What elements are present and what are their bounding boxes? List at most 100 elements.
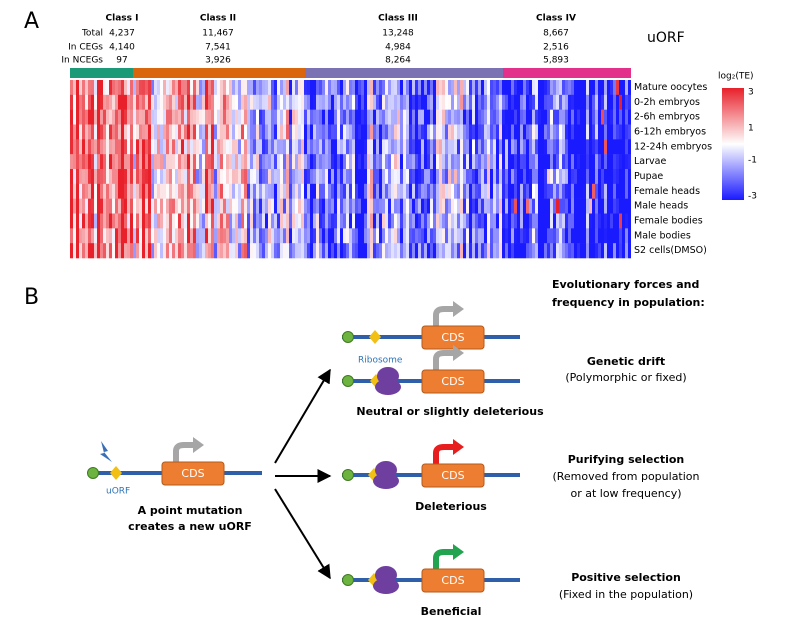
heatmap-cell [166, 228, 169, 244]
heatmap-cell [160, 109, 163, 125]
heatmap-cell [127, 169, 130, 185]
heatmap-cell [379, 94, 382, 110]
heatmap-cell [514, 243, 517, 259]
heatmap-cell [226, 169, 229, 185]
heatmap-cell [442, 243, 445, 259]
heatmap-cell [250, 154, 253, 170]
heatmap-cell [526, 109, 529, 125]
heatmap-cell [502, 228, 505, 244]
heatmap-cell [121, 139, 124, 155]
uorf-mark [110, 466, 122, 480]
heatmap-cell [112, 243, 115, 259]
heatmap-cell [283, 169, 286, 185]
heatmap-cell [370, 80, 373, 96]
heatmap-cell [553, 124, 556, 140]
heatmap-cell [379, 198, 382, 214]
heatmap-cell [409, 94, 412, 110]
row-label: In CEGs [68, 43, 103, 53]
heatmap-cell [325, 213, 328, 229]
heatmap-cell [115, 109, 118, 125]
heatmap-cell [409, 169, 412, 185]
heatmap-cell [214, 154, 217, 170]
heatmap-cell [298, 169, 301, 185]
heatmap-cell [481, 213, 484, 229]
heatmap-cell [499, 228, 502, 244]
heatmap-cell [286, 154, 289, 170]
tx-arrow-head [453, 439, 464, 455]
heatmap-cell [334, 183, 337, 199]
heatmap-cell [430, 243, 433, 259]
heatmap-cell [505, 198, 508, 214]
heatmap-cell [238, 80, 241, 96]
cds-label: CDS [441, 469, 464, 482]
heatmap-cell [571, 124, 574, 140]
heatmap-cell [301, 139, 304, 155]
heatmap-cell [610, 94, 613, 110]
heatmap-cell [517, 228, 520, 244]
heatmap-cell [553, 213, 556, 229]
heatmap-cell [382, 243, 385, 259]
heatmap-cell [472, 183, 475, 199]
heatmap-cell [445, 243, 448, 259]
heatmap-cell [238, 154, 241, 170]
heatmap-cell [580, 213, 583, 229]
heatmap-cell [139, 213, 142, 229]
heatmap-cell [544, 139, 547, 155]
ribosome-label: Ribosome [358, 356, 403, 366]
heatmap-cell [268, 139, 271, 155]
heatmap-cell [601, 183, 604, 199]
heatmap-cell [334, 169, 337, 185]
heatmap-cell [142, 198, 145, 214]
heatmap-cell [358, 94, 361, 110]
heatmap-cell [493, 124, 496, 140]
heatmap-cell [298, 80, 301, 96]
heatmap-cell [310, 94, 313, 110]
class-cegs: 4,140 [109, 43, 135, 53]
heatmap-cell [370, 139, 373, 155]
heatmap-cell [508, 109, 511, 125]
heatmap-cell [484, 198, 487, 214]
heatmap-cell [442, 94, 445, 110]
sample-label: Pupae [634, 171, 663, 182]
heatmap-cell [424, 198, 427, 214]
heatmap-cell [322, 169, 325, 185]
heatmap-cell [97, 154, 100, 170]
heatmap-cell [463, 139, 466, 155]
heatmap-cell [112, 213, 115, 229]
heatmap-cell [238, 139, 241, 155]
heatmap-cell [208, 154, 211, 170]
heatmap-cell [517, 154, 520, 170]
heatmap-cell [520, 154, 523, 170]
heatmap-cell [253, 228, 256, 244]
heatmap-cell [430, 139, 433, 155]
heatmap-cell [556, 228, 559, 244]
heatmap-cell [238, 169, 241, 185]
heatmap-cell [580, 139, 583, 155]
heatmap-cell [538, 139, 541, 155]
heatmap-cell [313, 154, 316, 170]
heatmap-cell [409, 80, 412, 96]
heatmap-cell [220, 183, 223, 199]
heatmap-cell [136, 124, 139, 140]
heatmap-cell [286, 243, 289, 259]
heatmap-cell [403, 80, 406, 96]
heatmap-cell [385, 228, 388, 244]
heatmap-cell [445, 139, 448, 155]
heatmap-cell [451, 154, 454, 170]
heatmap-cell [343, 139, 346, 155]
heatmap-cell [559, 94, 562, 110]
heatmap-cell [91, 183, 94, 199]
heatmap-cell [232, 228, 235, 244]
heatmap-cell [229, 169, 232, 185]
heatmap-cell [193, 169, 196, 185]
heatmap-cell [619, 139, 622, 155]
heatmap-cell [292, 94, 295, 110]
heatmap-cell [376, 198, 379, 214]
heatmap-cell [595, 80, 598, 96]
heatmap-cell [484, 139, 487, 155]
heatmap-cell [409, 154, 412, 170]
heatmap-cell [415, 169, 418, 185]
heatmap-cell [247, 154, 250, 170]
heatmap-cell [406, 139, 409, 155]
heatmap-cell [511, 213, 514, 229]
